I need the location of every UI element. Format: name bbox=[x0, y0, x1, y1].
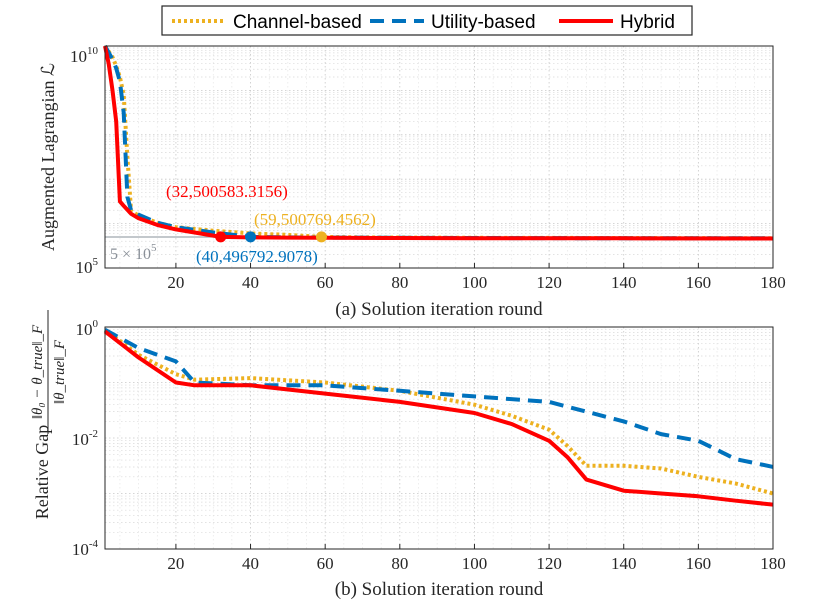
x-tick-label-60: 60 bbox=[317, 273, 334, 292]
panel-a-series bbox=[103, 44, 774, 241]
y-tick-label-1e0: 100 bbox=[76, 318, 99, 339]
legend-label-channel-based: Channel-based bbox=[233, 12, 362, 33]
panel-b-x-ticks: 20 40 60 80 100 120 140 160 180 bbox=[167, 544, 786, 573]
x-tick-label-80: 80 bbox=[391, 273, 408, 292]
reference-line-label: 5 × 105 bbox=[110, 242, 157, 263]
series-line-hybrid-panel-b bbox=[103, 329, 774, 507]
panel-b: 20 40 60 80 100 120 140 160 180 100 10-2 10-4 Re… bbox=[30, 310, 786, 600]
series-line-hybrid-panel-a bbox=[103, 45, 774, 241]
legend: Channel-based Utility-based Hybrid bbox=[161, 5, 693, 36]
x-tick-label-40: 40 bbox=[242, 273, 259, 292]
x-tick-label-180: 180 bbox=[760, 273, 786, 292]
panel-a-x-label: (a) Solution iteration round bbox=[335, 299, 543, 320]
y-tick-label-1e-2: 10-2 bbox=[72, 428, 98, 449]
x-tick-label-40: 40 bbox=[242, 554, 259, 573]
panel-a-plot-area bbox=[105, 46, 773, 268]
panel-a-grid bbox=[105, 45, 774, 269]
panel-b-x-label: (b) Solution iteration round bbox=[335, 579, 544, 600]
panel-b-y-label-fraction: ‖θ₀ − θ_true‖_F ‖θ_true‖_F bbox=[30, 310, 68, 434]
x-tick-label-120: 120 bbox=[536, 273, 562, 292]
x-tick-label-120: 120 bbox=[536, 554, 562, 573]
legend-label-hybrid: Hybrid bbox=[620, 12, 675, 33]
x-tick-label-20: 20 bbox=[167, 273, 184, 292]
annotation-marker-32 bbox=[215, 231, 227, 243]
panel-a-x-ticks: 20 40 60 80 100 120 140 160 180 bbox=[167, 263, 786, 292]
y-tick-label-1e-4: 10-4 bbox=[72, 538, 99, 559]
fraction-numerator: ‖θ₀ − θ_true‖_F bbox=[30, 324, 46, 419]
x-tick-label-140: 140 bbox=[611, 273, 637, 292]
y-tick-label-1e10: 1010 bbox=[70, 45, 99, 66]
panel-a-markers bbox=[215, 231, 327, 243]
annotation-marker-40 bbox=[245, 231, 257, 243]
panel-a: 20 40 60 80 100 120 140 160 180 1010 105 5 × 105… bbox=[38, 44, 786, 320]
panel-b-y-label: Relative Gap bbox=[32, 425, 52, 519]
legend-label-utility-based: Utility-based bbox=[431, 12, 536, 33]
panel-a-axes-box bbox=[104, 45, 774, 269]
x-tick-label-80: 80 bbox=[391, 554, 408, 573]
panel-b-grid bbox=[105, 326, 774, 550]
fraction-denominator: ‖θ_true‖_F bbox=[52, 339, 68, 404]
annotation-utility-based: (40,496792.9078) bbox=[196, 247, 318, 266]
panel-b-series bbox=[103, 328, 774, 507]
x-tick-label-140: 140 bbox=[611, 554, 637, 573]
x-tick-label-100: 100 bbox=[462, 273, 488, 292]
x-tick-label-20: 20 bbox=[167, 554, 184, 573]
x-tick-label-60: 60 bbox=[317, 554, 334, 573]
series-line-utility-based-panel-b bbox=[104, 328, 774, 469]
annotation-marker-59 bbox=[315, 231, 327, 243]
x-tick-label-100: 100 bbox=[462, 554, 488, 573]
x-tick-label-160: 160 bbox=[686, 554, 712, 573]
annotation-channel-based: (59,500769.4562) bbox=[254, 210, 376, 229]
x-tick-label-160: 160 bbox=[686, 273, 712, 292]
x-tick-label-180: 180 bbox=[760, 554, 786, 573]
panel-a-y-label: Augmented Lagrangian ℒ bbox=[38, 63, 58, 251]
annotation-hybrid: (32,500583.3156) bbox=[166, 182, 288, 201]
y-tick-label-1e5: 105 bbox=[76, 256, 99, 277]
panel-b-axes-box bbox=[104, 326, 774, 550]
